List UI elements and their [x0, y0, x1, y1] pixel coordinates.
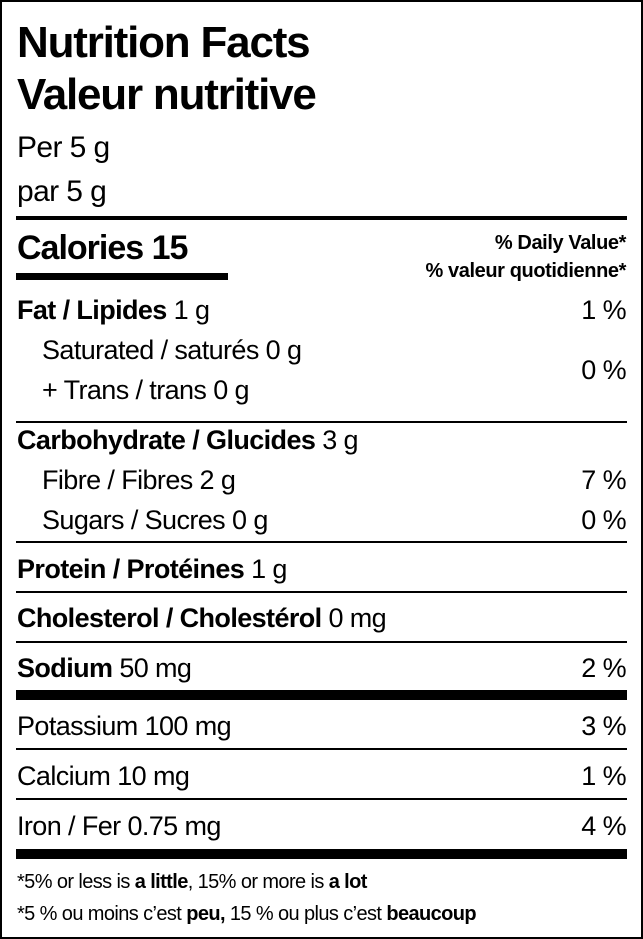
rule: [16, 641, 627, 643]
calories-label: Calories: [17, 229, 144, 267]
rule: [16, 421, 627, 423]
title-en: Nutrition Facts: [17, 18, 311, 67]
iron-dv: 4 %: [581, 811, 626, 841]
rule: [16, 591, 627, 593]
calories-rule: [16, 273, 228, 280]
sodium-row: Sodium 50 mg: [17, 653, 192, 683]
protein-row: Protein / Protéines 1 g: [17, 554, 287, 584]
rule: [16, 798, 627, 800]
carbohydrate-row: Carbohydrate / Glucides 3 g: [17, 425, 359, 455]
calories-value: 15: [151, 229, 189, 267]
title-fr: Valeur nutritive: [17, 70, 317, 119]
fat-dv: 1 %: [581, 295, 626, 325]
fat-row: Fat / Lipides 1 g: [17, 295, 210, 325]
rule: [16, 690, 627, 700]
footnote-fr: *5 % ou moins c’est peu, 15 % ou plus c’…: [17, 903, 477, 925]
calcium-row: Calcium 10 mg: [17, 761, 190, 791]
rule: [16, 849, 627, 859]
daily-value-en: % Daily Value*: [494, 232, 627, 254]
serving-en: Per 5 g: [17, 131, 110, 164]
sugars-dv: 0 %: [581, 505, 626, 535]
sodium-dv: 2 %: [581, 653, 626, 683]
footnote-en: *5% or less is a little, 15% or more is …: [17, 871, 367, 893]
rule: [16, 748, 627, 750]
serving-fr: par 5 g: [17, 175, 107, 208]
iron-row: Iron / Fer 0.75 mg: [17, 811, 221, 841]
potassium-row: Potassium 100 mg: [17, 711, 232, 741]
potassium-dv: 3 %: [581, 711, 626, 741]
daily-value-fr: % valeur quotidienne*: [425, 260, 626, 282]
calcium-dv: 1 %: [581, 761, 626, 791]
trans-row: + Trans / trans 0 g: [42, 375, 250, 405]
sugars-row: Sugars / Sucres 0 g: [42, 505, 268, 535]
sat-trans-dv: 0 %: [581, 355, 626, 385]
rule: [16, 541, 627, 543]
fibre-row: Fibre / Fibres 2 g: [42, 465, 236, 495]
saturated-row: Saturated / saturés 0 g: [42, 335, 302, 365]
rule: [16, 216, 627, 220]
cholesterol-row: Cholesterol / Cholestérol 0 mg: [17, 603, 387, 633]
calories: Calories 15: [17, 226, 189, 270]
fibre-dv: 7 %: [581, 465, 626, 495]
